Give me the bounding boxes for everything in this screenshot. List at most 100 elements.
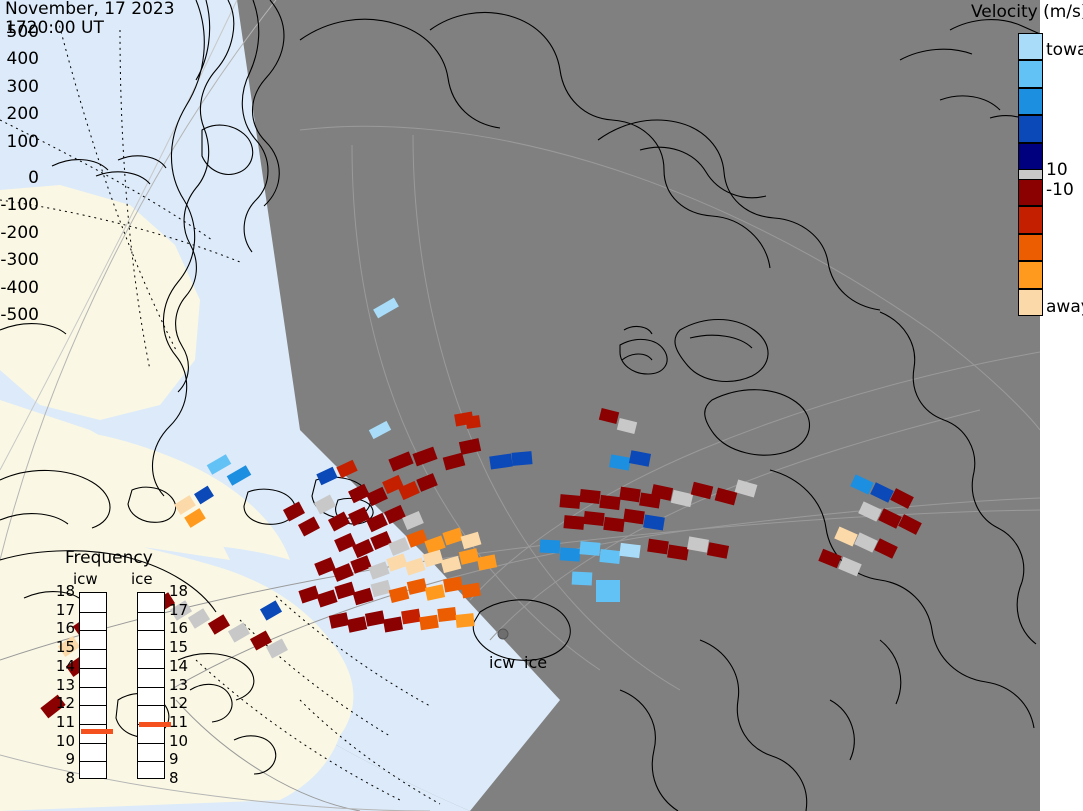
velocity-cell[interactable]: [583, 510, 605, 527]
velocity-cell[interactable]: [443, 576, 463, 593]
velocity-cell[interactable]: [416, 473, 438, 492]
velocity-cell[interactable]: [174, 495, 196, 515]
velocity-cell[interactable]: [838, 556, 862, 577]
velocity-cell[interactable]: [314, 557, 336, 576]
velocity-cell[interactable]: [599, 548, 621, 565]
velocity-cell[interactable]: [328, 612, 350, 629]
velocity-cell[interactable]: [419, 614, 439, 631]
velocity-cell[interactable]: [316, 589, 338, 608]
velocity-cell[interactable]: [890, 488, 914, 509]
velocity-cell[interactable]: [596, 580, 620, 602]
velocity-cell[interactable]: [316, 466, 338, 486]
velocity-cell[interactable]: [207, 614, 231, 635]
velocity-cell[interactable]: [227, 622, 251, 643]
velocity-cell[interactable]: [650, 484, 674, 501]
velocity-cell[interactable]: [424, 584, 446, 601]
velocity-cell[interactable]: [458, 438, 482, 455]
velocity-cell[interactable]: [511, 451, 533, 466]
velocity-cell[interactable]: [184, 508, 206, 528]
velocity-cell[interactable]: [559, 494, 581, 509]
velocity-cell[interactable]: [370, 531, 392, 550]
velocity-cell[interactable]: [422, 549, 444, 568]
velocity-cell[interactable]: [328, 511, 350, 532]
velocity-cell[interactable]: [489, 453, 513, 470]
velocity-cell[interactable]: [332, 563, 354, 582]
velocity-cell[interactable]: [687, 536, 709, 553]
velocity-cell[interactable]: [383, 616, 403, 633]
velocity-cell[interactable]: [619, 542, 641, 559]
velocity-cell[interactable]: [401, 608, 421, 625]
velocity-cell[interactable]: [616, 418, 638, 434]
velocity-cell[interactable]: [350, 555, 372, 574]
velocity-cell[interactable]: [366, 512, 388, 533]
velocity-cell[interactable]: [388, 451, 414, 472]
velocity-cell[interactable]: [404, 557, 426, 576]
velocity-cell[interactable]: [834, 526, 858, 547]
velocity-cell[interactable]: [398, 480, 420, 501]
velocity-cell[interactable]: [314, 494, 336, 515]
velocity-cell[interactable]: [298, 516, 320, 537]
velocity-cell[interactable]: [336, 459, 358, 479]
velocity-cell[interactable]: [858, 501, 882, 522]
velocity-cell[interactable]: [40, 694, 66, 719]
velocity-cell[interactable]: [266, 638, 288, 659]
velocity-cell[interactable]: [818, 548, 842, 569]
velocity-cell[interactable]: [352, 587, 374, 606]
velocity-cell[interactable]: [539, 539, 561, 554]
velocity-cell[interactable]: [603, 516, 625, 533]
velocity-cell[interactable]: [455, 613, 475, 628]
velocity-cell[interactable]: [206, 454, 232, 475]
velocity-cell[interactable]: [334, 532, 356, 553]
velocity-cell[interactable]: [364, 610, 386, 627]
velocity-cell[interactable]: [348, 506, 370, 527]
velocity-cell[interactable]: [874, 538, 898, 559]
velocity-cell[interactable]: [346, 616, 368, 633]
velocity-cell[interactable]: [368, 420, 392, 440]
velocity-cell[interactable]: [348, 483, 370, 504]
velocity-cell[interactable]: [388, 586, 410, 603]
velocity-cell[interactable]: [628, 450, 652, 467]
velocity-cell[interactable]: [559, 547, 581, 562]
velocity-cell[interactable]: [298, 585, 320, 604]
velocity-cell[interactable]: [898, 514, 922, 535]
velocity-cell[interactable]: [619, 486, 641, 503]
velocity-cell[interactable]: [352, 538, 374, 559]
velocity-cell[interactable]: [643, 514, 665, 531]
velocity-cell[interactable]: [563, 515, 585, 530]
velocity-cell[interactable]: [412, 446, 438, 467]
velocity-cell[interactable]: [667, 544, 689, 561]
map-canvas[interactable]: November, 17 2023 1720:00 UT: [0, 0, 1040, 811]
velocity-cell[interactable]: [714, 487, 738, 506]
velocity-cell[interactable]: [734, 479, 758, 498]
velocity-cell[interactable]: [465, 415, 481, 429]
velocity-cell[interactable]: [670, 489, 694, 508]
velocity-colorbar[interactable]: [1018, 33, 1043, 316]
velocity-cell[interactable]: [388, 537, 410, 556]
velocity-cell[interactable]: [647, 538, 669, 555]
velocity-cell[interactable]: [187, 608, 211, 629]
velocity-cell[interactable]: [442, 527, 464, 546]
velocity-cell[interactable]: [609, 454, 631, 471]
velocity-cell[interactable]: [57, 636, 81, 657]
velocity-cell[interactable]: [854, 532, 878, 553]
velocity-cell[interactable]: [384, 504, 406, 525]
velocity-cell[interactable]: [406, 529, 428, 548]
velocity-cell[interactable]: [259, 600, 283, 621]
velocity-cell[interactable]: [368, 561, 390, 580]
velocity-cell[interactable]: [460, 531, 482, 550]
velocity-cell[interactable]: [598, 408, 620, 424]
velocity-cell[interactable]: [850, 474, 874, 495]
radar-velocity-cells[interactable]: [40, 297, 922, 719]
velocity-cell[interactable]: [406, 578, 428, 595]
velocity-cell[interactable]: [579, 541, 601, 556]
velocity-cell[interactable]: [623, 508, 645, 525]
velocity-cell[interactable]: [373, 297, 399, 319]
velocity-cell[interactable]: [458, 548, 480, 565]
velocity-cell[interactable]: [283, 501, 305, 522]
velocity-cell[interactable]: [424, 535, 446, 554]
velocity-cell[interactable]: [437, 606, 457, 623]
velocity-cell[interactable]: [690, 481, 714, 500]
velocity-cell[interactable]: [382, 474, 404, 495]
velocity-cell[interactable]: [878, 508, 902, 529]
velocity-cell[interactable]: [440, 555, 462, 574]
